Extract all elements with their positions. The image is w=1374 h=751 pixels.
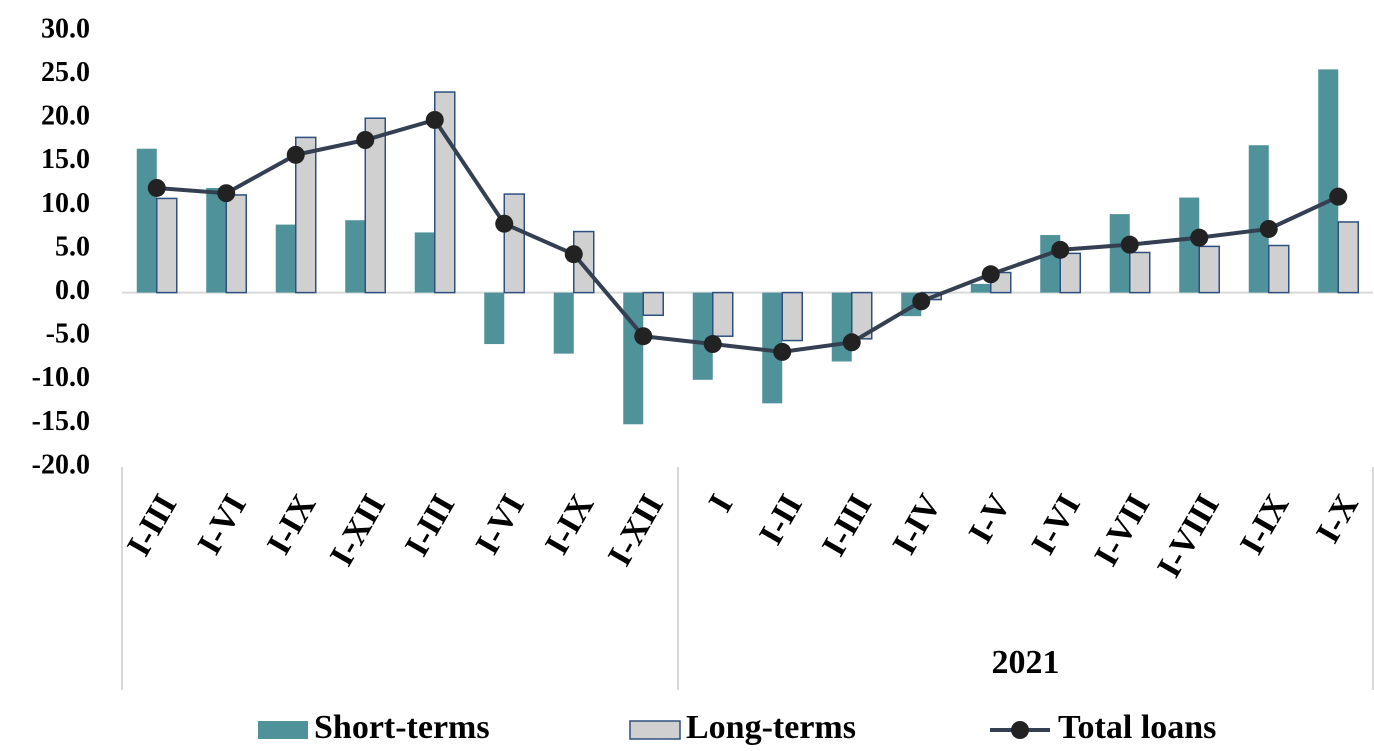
marker (564, 245, 583, 264)
x-tick-label: I-IX (260, 488, 323, 561)
marker (634, 327, 653, 346)
bar (831, 292, 852, 362)
x-tick-label: I-VI (191, 488, 254, 560)
x-tick-label: I-VII (1088, 488, 1158, 572)
bar (345, 220, 366, 293)
group-label: 2021 (992, 644, 1060, 681)
legend-swatch (258, 721, 308, 739)
marker (773, 342, 792, 361)
bar (1059, 252, 1081, 294)
y-tick-label: -5.0 (46, 319, 90, 350)
marker (912, 292, 931, 311)
y-tick-label: -15.0 (32, 406, 90, 437)
marker (1190, 228, 1209, 247)
x-tick-label: I-V (962, 488, 1019, 549)
marker (217, 184, 236, 203)
bar (1248, 145, 1269, 293)
y-tick-label: 30.0 (41, 13, 90, 44)
y-tick-label: -10.0 (32, 362, 90, 393)
legend-swatch (629, 720, 681, 740)
bar (1198, 245, 1220, 294)
line (156, 117, 1340, 354)
marker (703, 335, 722, 354)
legend-label: Total loans (1058, 709, 1216, 746)
bar (275, 224, 296, 293)
marker (1120, 235, 1139, 254)
bar (414, 232, 435, 293)
legend-swatch (1011, 721, 1029, 739)
bar (553, 292, 574, 354)
bar (970, 283, 991, 293)
marker (425, 110, 444, 129)
y-tick-label: 10.0 (41, 188, 90, 219)
bar (781, 291, 803, 342)
x-tick-label: I-III (815, 488, 879, 562)
bar (762, 292, 783, 404)
marker (1329, 187, 1348, 206)
legend-label: Short-terms (314, 709, 490, 746)
y-tick-label: 5.0 (55, 231, 90, 262)
x-tick-label: I-III (120, 488, 184, 562)
marker (1259, 219, 1278, 238)
x-tick-label: I-IX (1233, 488, 1296, 561)
marker (981, 265, 1000, 284)
bar (851, 291, 873, 340)
x-tick-label: I-XII (601, 488, 671, 572)
x-tick-label: I-XII (323, 488, 393, 572)
bar (206, 187, 227, 293)
y-tick-label: 15.0 (41, 144, 90, 175)
bar (503, 193, 525, 294)
bar (295, 136, 317, 294)
bar (692, 292, 713, 380)
bar (1179, 197, 1200, 293)
marker (495, 214, 514, 233)
bar (156, 197, 178, 294)
y-tick-label: 25.0 (41, 57, 90, 88)
bar (712, 291, 734, 337)
x-tick-label: I-II (752, 488, 810, 551)
y-tick-label: 0.0 (55, 275, 90, 306)
legend-label: Long-terms (686, 709, 856, 746)
bar (1129, 251, 1151, 294)
bar (1337, 221, 1359, 294)
marker (842, 333, 861, 352)
marker (356, 131, 375, 149)
x-tick-label: I-III (398, 488, 462, 562)
x-tick-label: I-IV (886, 488, 949, 561)
x-tick-label: I-VIII (1150, 488, 1226, 583)
x-tick-label: I-X (1309, 488, 1366, 549)
bar (1318, 69, 1339, 293)
x-tick-label: I-IX (538, 488, 601, 561)
bar (136, 148, 157, 293)
bar (1268, 244, 1290, 294)
bar (1109, 214, 1130, 293)
x-tick-label: I (702, 488, 741, 518)
bar (642, 291, 664, 317)
x-tick-label: I-VI (1025, 488, 1088, 560)
y-tick-label: 20.0 (41, 101, 90, 132)
bar (484, 292, 505, 345)
bar (364, 117, 386, 294)
marker (1051, 240, 1070, 259)
marker (286, 145, 305, 164)
y-tick-label: -20.0 (32, 449, 90, 480)
bar (225, 194, 247, 294)
marker (147, 178, 166, 197)
x-tick-label: I-VI (469, 488, 532, 560)
bar (623, 292, 644, 425)
